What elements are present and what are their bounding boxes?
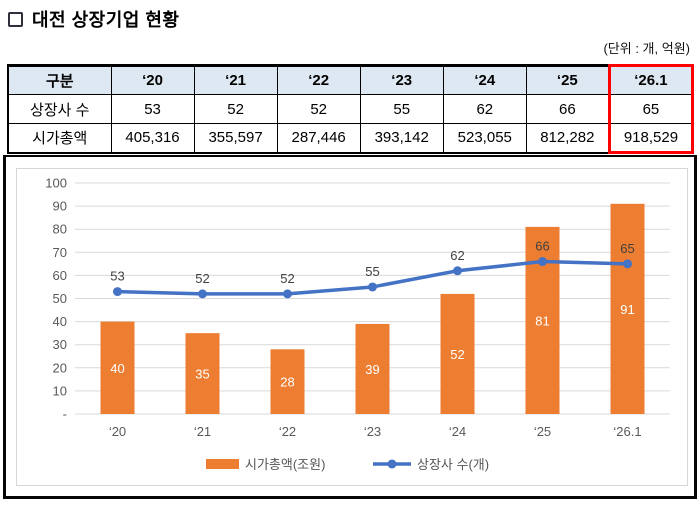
chart-frame: - 10 20 30 40 50 60 70 80 90 100 ‘20 ‘21 ‘22 ‘23 ‘24 ‘25… [3, 155, 697, 499]
bar-value-label: 40 [110, 361, 124, 376]
table-cell: 66 [525, 94, 610, 124]
line-value-label: 53 [110, 269, 124, 284]
row-label: 상장사 수 [7, 94, 112, 124]
x-tick-label: ‘24 [449, 424, 466, 439]
legend-bar-label: 시가총액(조원) [245, 457, 325, 472]
x-tick-label: ‘23 [364, 424, 381, 439]
y-tick-label: 40 [53, 314, 67, 329]
legend-line-label: 상장사 수(개) [417, 457, 489, 472]
bar [440, 293, 475, 414]
table-cell: 62 [442, 94, 527, 124]
page-title: 대전 상장기업 현황 [8, 6, 700, 32]
bar-value-label: 81 [535, 313, 549, 328]
bar-value-label: 35 [195, 367, 209, 382]
x-tick-label: ‘20 [109, 424, 126, 439]
y-tick-label: - [63, 407, 67, 422]
table-header-cell: ‘25 [525, 65, 610, 95]
table-header-cell: ‘22 [276, 65, 361, 95]
data-point-marker [198, 289, 207, 299]
y-tick-label: 50 [53, 291, 67, 306]
chart-area: - 10 20 30 40 50 60 70 80 90 100 ‘20 ‘21 ‘22 ‘23 ‘24 ‘25… [16, 168, 688, 486]
table-cell: 355,597 [193, 123, 278, 153]
y-tick-label: 30 [53, 337, 67, 352]
table-cell: 523,055 [442, 123, 527, 153]
bar-value-label: 91 [620, 302, 634, 317]
y-tick-label: 70 [53, 245, 67, 260]
line-value-label: 52 [280, 271, 294, 286]
x-tick-label: ‘22 [279, 424, 296, 439]
bar [100, 321, 135, 414]
y-tick-label: 100 [45, 176, 67, 191]
bar [185, 333, 220, 414]
table-cell: 52 [276, 94, 361, 124]
table-header-cell: ‘20 [110, 65, 195, 95]
line-value-label: 66 [535, 239, 549, 254]
table-header-cell: 구분 [7, 65, 112, 95]
table-cell: 55 [359, 94, 444, 124]
data-point-marker [623, 259, 632, 269]
y-tick-label: 90 [53, 199, 67, 214]
line-value-label: 65 [620, 241, 634, 256]
bar-value-label: 39 [365, 362, 379, 377]
table-cell: 812,282 [525, 123, 610, 153]
table-cell: 287,446 [276, 123, 361, 153]
table-header-cell: ‘26.1 [607, 64, 695, 95]
summary-table: 구분 ‘20 ‘21 ‘22 ‘23 ‘24 ‘25 ‘26.1 상장사 수 53 52 52 55 6… [7, 64, 695, 154]
data-point-marker [283, 289, 292, 299]
x-tick-label: ‘25 [534, 424, 551, 439]
document-title: 대전 상장기업 현황 [32, 10, 180, 30]
row-label: 시가총액 [7, 123, 112, 153]
table-header-cell: ‘23 [359, 65, 444, 95]
data-point-marker [113, 287, 122, 297]
table-row: 상장사 수 53 52 52 55 62 66 65 [7, 94, 695, 124]
data-point-marker [538, 257, 547, 267]
x-tick-label: ‘21 [194, 424, 211, 439]
table-cell: 393,142 [359, 123, 444, 153]
legend-line-marker [387, 459, 397, 469]
table-header-cell: ‘24 [442, 65, 527, 95]
table-row: 시가총액 405,316 355,597 287,446 393,142 523,055 8… [7, 123, 695, 154]
table-header-cell: ‘21 [193, 65, 278, 95]
bar-value-label: 28 [280, 375, 294, 390]
section-square-icon [8, 11, 23, 27]
line-value-label: 62 [450, 248, 464, 263]
bar [610, 203, 645, 414]
data-point-marker [453, 266, 462, 276]
bar-value-label: 52 [450, 347, 464, 362]
y-tick-label: 60 [53, 268, 67, 283]
y-tick-label: 20 [53, 360, 67, 375]
bar [270, 349, 305, 414]
y-tick-label: 80 [53, 222, 67, 237]
bar [355, 323, 390, 414]
summary-table-body: 상장사 수 53 52 52 55 62 66 65 시가총액 405,316 355,597 287… [7, 94, 695, 154]
line-value-label: 55 [365, 264, 379, 279]
unit-note: (단위 : 개, 억원) [603, 41, 690, 56]
table-cell: 53 [110, 94, 195, 124]
line-value-label: 52 [195, 271, 209, 286]
legend-bar-swatch [206, 459, 239, 469]
data-point-marker [368, 282, 377, 292]
table-cell: 65 [607, 94, 695, 124]
table-cell: 405,316 [110, 123, 195, 153]
y-tick-label: 10 [53, 383, 67, 398]
combo-chart: - 10 20 30 40 50 60 70 80 90 100 ‘20 ‘21 ‘22 ‘23 ‘24 ‘25… [45, 176, 670, 472]
summary-table-head: 구분 ‘20 ‘21 ‘22 ‘23 ‘24 ‘25 ‘26.1 [7, 64, 695, 95]
x-tick-label: ‘26.1 [613, 424, 641, 439]
table-cell: 918,529 [607, 123, 695, 154]
table-cell: 52 [193, 94, 278, 124]
